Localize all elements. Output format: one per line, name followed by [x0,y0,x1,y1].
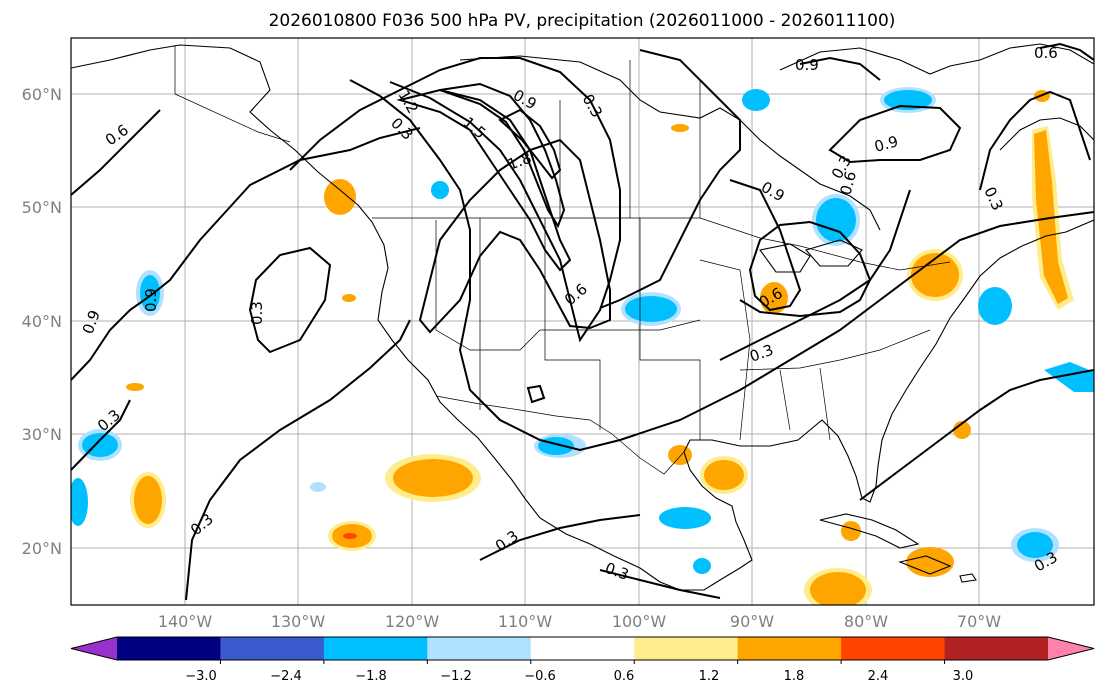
lat-label-20n: 20°N [22,539,62,558]
colorbar-extend-max [1048,637,1094,660]
precip-neg-atlantic [978,287,1012,325]
colorbar-tick-label: −1.2 [440,669,472,684]
precip-hudson [671,124,689,132]
colorbar-ticks: −3.0 −2.4 −1.8 −1.2 −0.6 0.6 1.2 1.8 2.4… [185,669,973,684]
precip-core-pacific [393,459,473,497]
precip-hispaniola [906,547,954,577]
colorbar-tick-label: 2.4 [868,669,889,684]
lon-label-140w: 140°W [158,612,213,631]
lat-label-50n: 50°N [22,198,62,217]
colorbar: −3.0 −2.4 −1.8 −1.2 −0.6 0.6 1.2 1.8 2.4… [71,637,1094,684]
lat-label-30n: 30°N [22,425,62,444]
colorbar-segment [634,637,738,660]
colorbar-tick-label: 3.0 [953,669,974,684]
colorbar-tick-label: −2.4 [270,669,302,684]
lon-label-130w: 130°W [271,612,326,631]
map-panel: 0.6 0.9 0.3 1.2 0.3 1.5 1.8 0.9 0.3 0.9 … [22,38,1094,631]
colorbar-segment [220,637,324,660]
precip-neg-mexico-core [538,437,574,455]
precip-neg-gulf [659,507,711,529]
longitude-labels: 140°W 130°W 120°W 110°W 100°W 90°W 80°W … [158,612,1001,631]
colorbar-segment [324,637,428,660]
contour-label: 0.9 [142,288,160,312]
colorbar-segment [531,637,635,660]
contour-label: 0.3 [248,301,266,325]
colorbar-segment [841,637,945,660]
lon-label-120w: 120°W [385,612,440,631]
precip-neg-small [310,482,326,492]
precip-neg-rockies [431,181,449,199]
colorbar-tick-label: 1.8 [784,669,805,684]
precip-peak-2 [343,533,357,539]
precip-tx-coast [668,445,692,465]
contour-label: 0.6 [1034,44,1058,62]
colorbar-segments [71,637,1094,664]
colorbar-tick-label: −3.0 [185,669,217,684]
colorbar-tick-label: −1.8 [355,669,387,684]
precip-core-3 [134,476,162,524]
lon-label-90w: 90°W [730,612,774,631]
lat-label-60n: 60°N [22,85,62,104]
colorbar-tick-label: 0.6 [614,669,635,684]
lat-label-40n: 40°N [22,312,62,331]
precip-gulf-core [704,460,744,490]
colorbar-tick-label: −0.6 [524,669,556,684]
precip-bc [324,179,356,215]
figure-title: 2026010800 F036 500 hPa PV, precipitatio… [269,11,896,31]
lon-label-100w: 100°W [612,612,667,631]
colorbar-tick-label: 1.2 [699,669,720,684]
precip-caribbean-core [810,572,866,608]
precip-neg-plains-core [625,296,677,322]
lon-label-110w: 110°W [498,612,553,631]
colorbar-segment [117,637,221,660]
precip-neg-hudson [742,89,770,111]
contour-label: 0.9 [795,56,819,74]
colorbar-segment [427,637,531,660]
precip-neg-ontario-core [816,198,856,242]
lon-label-70w: 70°W [957,612,1001,631]
precip-neg-yucatan [693,558,711,574]
precip-ca-small [342,294,356,302]
precip-pacific-small [126,383,144,391]
latitude-labels: 60°N 50°N 40°N 30°N 20°N [22,85,62,558]
colorbar-extend-min [71,637,117,660]
lon-label-80w: 80°W [844,612,888,631]
colorbar-segment [945,637,1049,660]
colorbar-segment [738,637,842,660]
